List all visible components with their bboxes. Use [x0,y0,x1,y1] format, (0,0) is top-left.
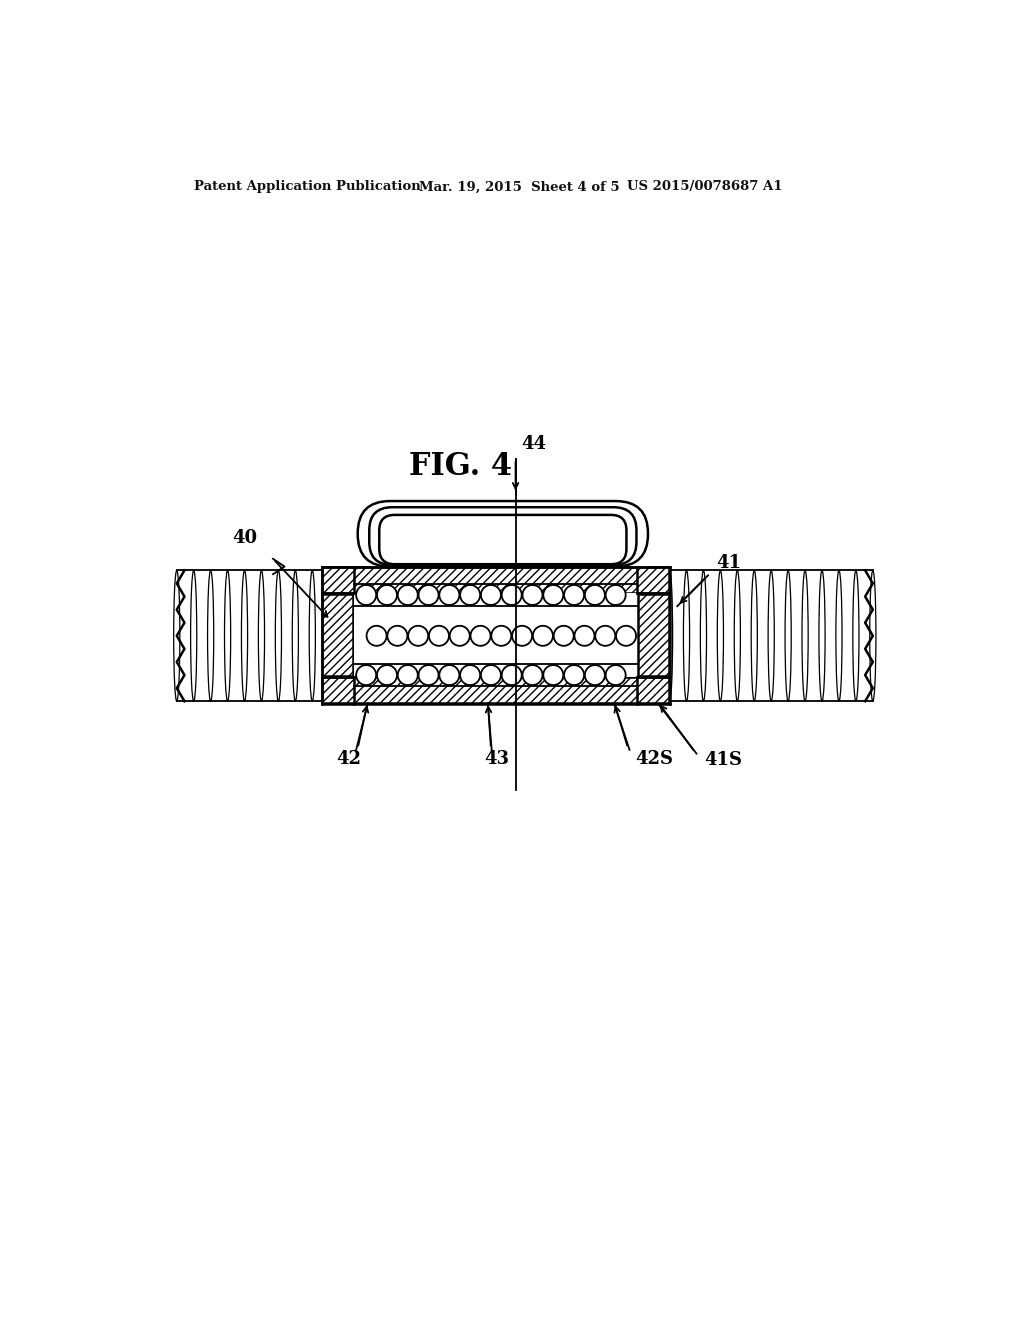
Circle shape [460,585,480,605]
Ellipse shape [292,570,298,701]
Bar [322,570,670,701]
Circle shape [397,665,418,685]
Ellipse shape [802,570,808,701]
Circle shape [522,665,543,685]
Circle shape [481,665,501,685]
Ellipse shape [853,570,859,701]
Circle shape [419,665,438,685]
Circle shape [574,626,595,645]
Circle shape [544,665,563,685]
Ellipse shape [224,570,230,701]
Ellipse shape [700,570,707,701]
Circle shape [439,585,460,605]
Ellipse shape [836,570,842,701]
Circle shape [409,626,428,645]
Ellipse shape [785,570,792,701]
Bar [322,677,670,704]
Text: Patent Application Publication: Patent Application Publication [194,181,421,194]
Circle shape [367,626,387,645]
Ellipse shape [869,570,876,701]
Ellipse shape [717,570,724,701]
Circle shape [470,626,490,645]
Circle shape [564,665,584,685]
Circle shape [585,585,605,605]
Circle shape [605,585,626,605]
Bar [322,594,354,677]
Bar [670,570,872,701]
Ellipse shape [734,570,740,701]
Ellipse shape [190,570,197,701]
Circle shape [377,585,397,605]
Text: 42: 42 [336,750,361,768]
Circle shape [595,626,615,645]
Ellipse shape [174,570,180,701]
Circle shape [544,585,563,605]
Bar [323,594,353,676]
Text: 43: 43 [484,750,510,768]
Ellipse shape [768,570,774,701]
Bar [322,566,670,594]
Bar [637,594,670,677]
Text: FIG. 4: FIG. 4 [409,451,512,482]
Ellipse shape [208,570,214,701]
Circle shape [512,626,532,645]
Circle shape [532,626,553,645]
Circle shape [377,665,397,685]
Ellipse shape [683,570,689,701]
Circle shape [356,585,376,605]
Text: 41: 41 [716,553,740,572]
Text: 40: 40 [232,529,257,548]
Bar [177,570,322,701]
Ellipse shape [752,570,758,701]
Circle shape [616,626,636,645]
Circle shape [387,626,408,645]
Text: US 2015/0078687 A1: US 2015/0078687 A1 [628,181,782,194]
Text: 44: 44 [521,434,547,453]
Circle shape [564,585,584,605]
Circle shape [502,665,521,685]
Circle shape [429,626,449,645]
Circle shape [492,626,511,645]
Circle shape [605,665,626,685]
Bar [323,677,669,702]
Bar [177,566,872,705]
Circle shape [439,665,460,685]
Ellipse shape [819,570,825,701]
Circle shape [460,665,480,685]
Circle shape [450,626,470,645]
Ellipse shape [667,570,673,701]
Bar [323,568,669,593]
Bar [638,594,669,676]
Text: 42S: 42S [636,750,674,768]
Circle shape [481,585,501,605]
Circle shape [356,665,376,685]
Bar [354,594,637,677]
Ellipse shape [258,570,264,701]
Text: 41S: 41S [705,751,742,770]
Text: Mar. 19, 2015  Sheet 4 of 5: Mar. 19, 2015 Sheet 4 of 5 [419,181,620,194]
Circle shape [554,626,573,645]
Circle shape [397,585,418,605]
Circle shape [522,585,543,605]
Ellipse shape [242,570,248,701]
Circle shape [585,665,605,685]
Circle shape [502,585,521,605]
Circle shape [419,585,438,605]
Ellipse shape [309,570,315,701]
Ellipse shape [275,570,282,701]
